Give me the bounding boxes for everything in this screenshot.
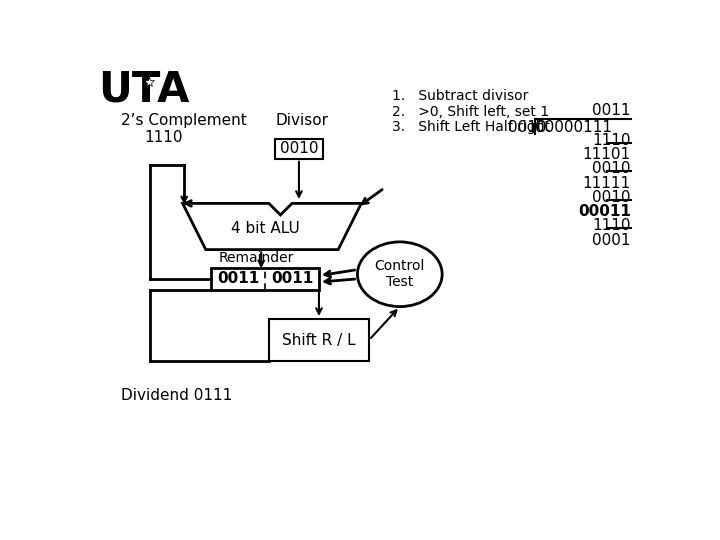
Text: 0010: 0010 xyxy=(593,161,631,176)
Text: 0010: 0010 xyxy=(508,120,546,135)
Text: 1110: 1110 xyxy=(144,130,183,145)
Text: Dividend 0111: Dividend 0111 xyxy=(121,388,233,403)
Text: 00000111: 00000111 xyxy=(535,120,612,135)
Text: Control
Test: Control Test xyxy=(374,259,425,289)
Text: 0011: 0011 xyxy=(271,272,313,286)
Text: 2.   >0, Shift left, set 1: 2. >0, Shift left, set 1 xyxy=(392,105,549,119)
Text: UTA: UTA xyxy=(98,69,189,111)
Text: 0011: 0011 xyxy=(217,272,259,286)
Bar xyxy=(275,139,323,159)
Bar xyxy=(269,319,369,361)
Text: 0011: 0011 xyxy=(593,103,631,118)
Text: 00011: 00011 xyxy=(578,204,631,219)
Text: Divisor: Divisor xyxy=(275,112,328,127)
Text: Shift R / L: Shift R / L xyxy=(282,333,356,348)
Text: 11111: 11111 xyxy=(582,176,631,191)
Text: 2’s Complement: 2’s Complement xyxy=(121,112,247,127)
Text: Remainder: Remainder xyxy=(219,251,294,265)
Text: 0010: 0010 xyxy=(593,190,631,205)
Text: 1110: 1110 xyxy=(593,132,631,147)
Text: 1110: 1110 xyxy=(593,218,631,233)
Text: 4 bit ALU: 4 bit ALU xyxy=(230,220,300,235)
Text: 0001: 0001 xyxy=(593,233,631,248)
Text: 11101: 11101 xyxy=(582,147,631,162)
Text: 0010: 0010 xyxy=(279,141,318,156)
Text: 1.   Subtract divisor: 1. Subtract divisor xyxy=(392,90,528,104)
Bar xyxy=(211,268,319,289)
Text: 3.   Shift Left Half right: 3. Shift Left Half right xyxy=(392,120,550,134)
